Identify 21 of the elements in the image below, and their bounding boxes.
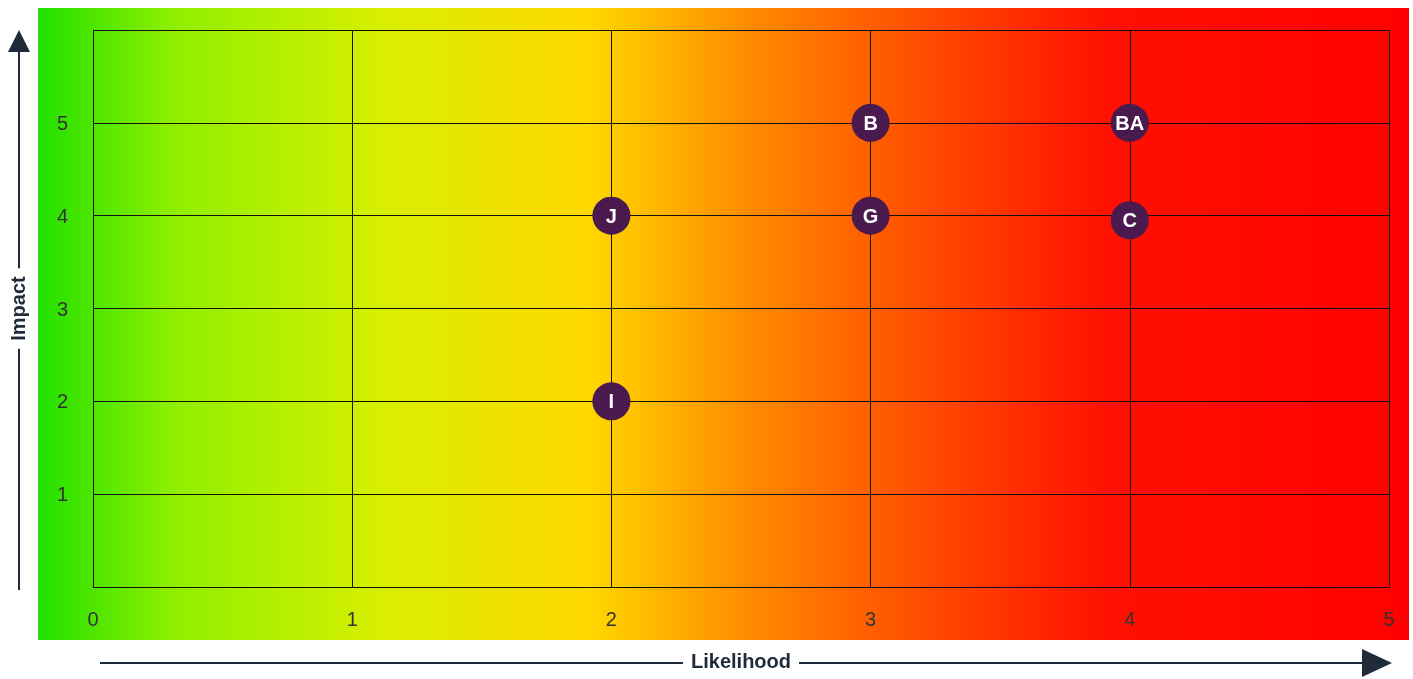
x-tick-label: 5 [1383, 608, 1395, 630]
y-tick-label: 1 [56, 483, 68, 506]
annotation: G [862, 204, 879, 227]
y-axis-title: Impact [7, 275, 29, 341]
x-tick-label: 3 [865, 608, 877, 630]
y-tick-label: 2 [56, 390, 68, 413]
x-tick-label: 0 [87, 608, 99, 630]
annotation: B [863, 111, 878, 134]
annotation: C [1122, 209, 1138, 232]
x-tick-label: 2 [605, 608, 617, 630]
y-tick-label: 4 [56, 204, 68, 227]
y-tick-label: 3 [56, 297, 68, 320]
annotation: BA [1115, 111, 1145, 134]
x-tick-label: 1 [346, 608, 358, 630]
annotation: J [605, 204, 617, 227]
point [592, 382, 631, 421]
annotation: I [608, 390, 615, 413]
x-axis-title: Likelihood [691, 650, 791, 672]
point [592, 196, 631, 235]
y-tick-label: 5 [56, 111, 68, 134]
x-tick-label: 4 [1124, 608, 1136, 630]
